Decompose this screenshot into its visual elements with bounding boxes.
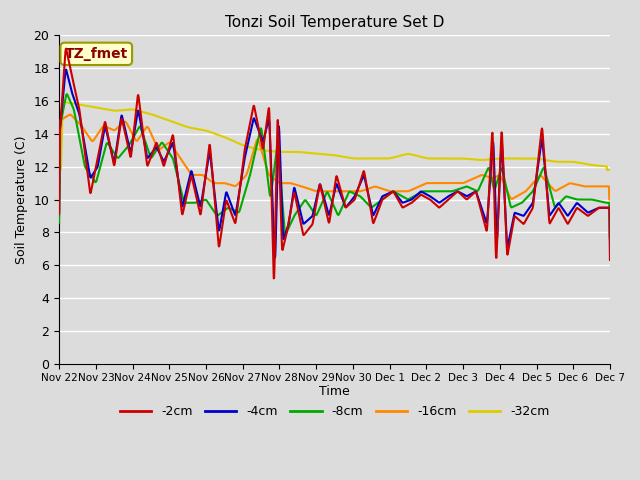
- Legend: -2cm, -4cm, -8cm, -16cm, -32cm: -2cm, -4cm, -8cm, -16cm, -32cm: [115, 400, 554, 423]
- Title: Tonzi Soil Temperature Set D: Tonzi Soil Temperature Set D: [225, 15, 444, 30]
- Text: TZ_fmet: TZ_fmet: [65, 47, 128, 61]
- X-axis label: Time: Time: [319, 385, 350, 398]
- Y-axis label: Soil Temperature (C): Soil Temperature (C): [15, 135, 28, 264]
